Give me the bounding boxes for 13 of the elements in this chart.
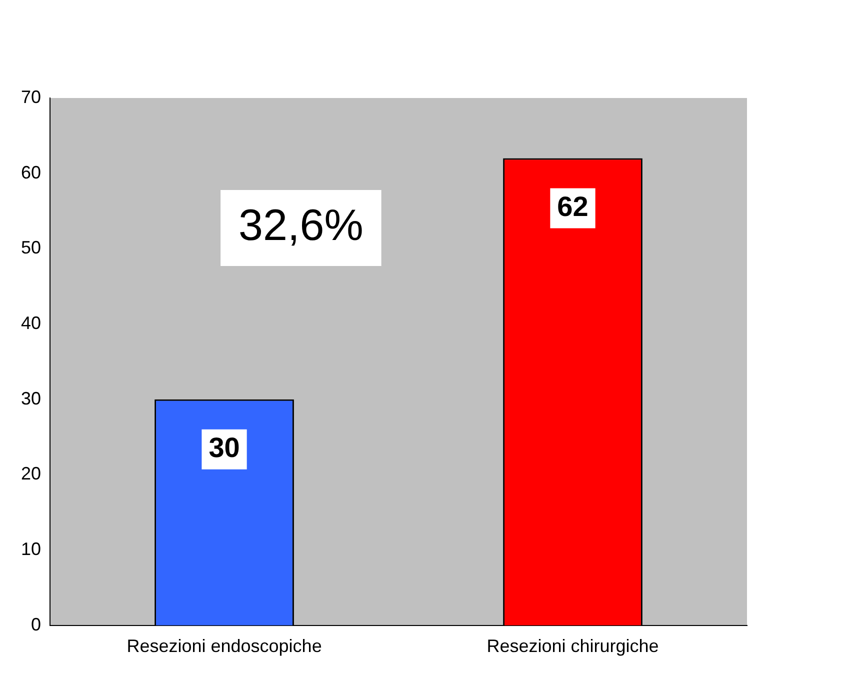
- y-tick-label: 70: [20, 86, 42, 107]
- data-label: 30: [208, 432, 240, 464]
- annotation: 32,6%: [238, 201, 364, 250]
- x-tick-label: Resezioni endoscopiche: [126, 636, 322, 656]
- data-label: 62: [557, 190, 588, 222]
- y-tick-label: 10: [20, 539, 42, 560]
- y-tick-label: 50: [20, 238, 42, 258]
- y-tick-label: 40: [20, 312, 42, 333]
- y-tick-label: 0: [31, 614, 42, 634]
- y-tick-label: 60: [20, 162, 42, 182]
- y-tick-label: 30: [20, 388, 42, 408]
- x-tick-label: Resezioni chirurgiche: [486, 636, 659, 656]
- y-tick-label: 20: [20, 464, 42, 484]
